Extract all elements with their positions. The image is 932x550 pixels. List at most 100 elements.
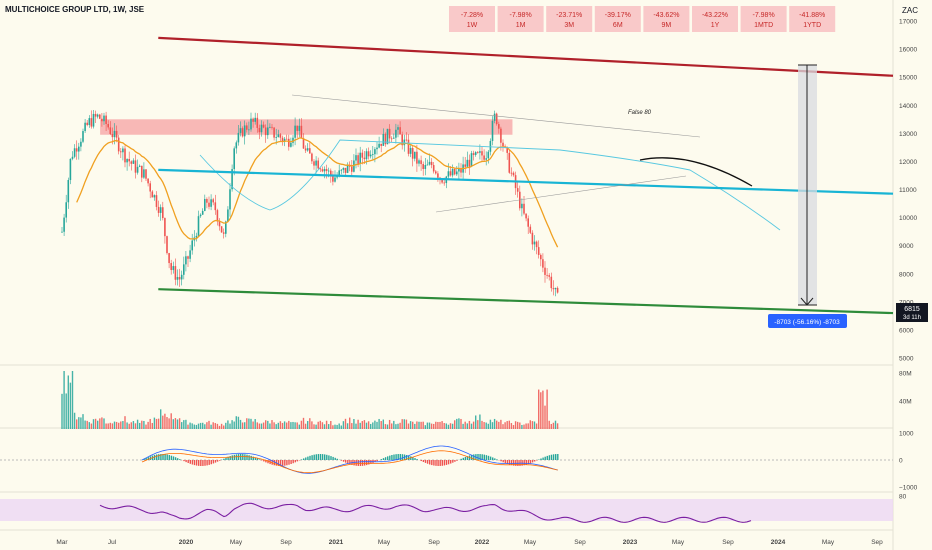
candle-body <box>239 128 242 133</box>
time-tick: Sep <box>722 539 734 546</box>
volume-bar <box>126 422 128 429</box>
candle-body <box>540 254 542 260</box>
ema-line[interactable] <box>76 137 559 248</box>
candle-body <box>325 169 328 171</box>
volume-bar <box>332 425 334 429</box>
candle-body <box>170 263 172 271</box>
candle-body <box>372 154 374 156</box>
volume-bar <box>63 371 65 429</box>
candle-body <box>548 275 550 277</box>
volume-bar <box>220 423 223 429</box>
macd-histogram-bar <box>443 460 446 466</box>
volume-bar <box>262 422 265 429</box>
volume-bar <box>388 419 391 429</box>
volume-bar <box>210 424 212 429</box>
volume-bar <box>462 423 464 429</box>
volume-bar <box>546 389 548 429</box>
candle-body <box>105 115 107 124</box>
volume-bar <box>235 416 237 429</box>
volume-bar <box>376 421 378 429</box>
candle-body <box>153 195 156 198</box>
candles[interactable] <box>61 109 559 297</box>
macd-histogram-bar <box>473 454 475 460</box>
macd-histogram-bar <box>424 460 427 463</box>
volume-bar <box>416 421 418 429</box>
candle-body <box>327 170 330 172</box>
price-tick: 8000 <box>899 271 914 278</box>
candle-body <box>483 155 485 160</box>
macd-histogram-bar <box>504 460 506 464</box>
macd-histogram-bar <box>433 460 435 466</box>
triangle-lower-line[interactable] <box>435 175 687 213</box>
volume-bar <box>409 421 412 429</box>
candle-body <box>262 124 265 128</box>
macd-histogram-bar <box>317 454 320 460</box>
candle-body <box>405 139 408 141</box>
macd-histogram-bar <box>506 460 509 464</box>
volume-bar <box>109 422 111 429</box>
macd-pane <box>141 445 559 474</box>
candle-body <box>342 167 345 170</box>
candle-body <box>309 148 311 154</box>
volume-bar <box>199 422 202 429</box>
candle-body <box>218 221 221 227</box>
currency-label[interactable]: ZAC <box>902 6 918 15</box>
candle-body <box>323 169 326 172</box>
candle-body <box>311 153 313 162</box>
macd-histogram-bar <box>426 460 429 464</box>
candle-body <box>378 143 380 148</box>
macd-histogram-bar <box>185 460 187 463</box>
macd-histogram-bar <box>435 460 437 466</box>
macd-histogram-bar <box>223 458 225 460</box>
time-axis[interactable]: Mar Jul 2020 May Sep 2021 May Sep 2022 May Sep 2023… <box>56 539 883 546</box>
macd-histogram-bar <box>550 454 553 460</box>
macd-histogram-bar <box>248 455 250 460</box>
candle-body <box>256 117 259 128</box>
candle-body <box>281 137 284 142</box>
trend-lines[interactable] <box>76 36 894 315</box>
macd-histogram-bar <box>405 454 408 460</box>
candle-body <box>99 114 101 119</box>
volume-bar <box>279 421 282 429</box>
candle-body <box>491 120 494 141</box>
candle-body <box>510 172 513 174</box>
volume-bar <box>433 423 435 429</box>
volume-bar <box>414 423 416 429</box>
volume-bar <box>82 414 84 429</box>
macd-histogram-bar <box>189 460 191 464</box>
volume-bar <box>525 423 527 429</box>
volume-bar <box>489 419 492 429</box>
perf-period: 1M <box>516 22 526 29</box>
volume-bar <box>365 422 368 429</box>
measure-tool[interactable]: -8703 (-56.16%) -8703 <box>768 64 847 328</box>
time-tick: May <box>524 539 537 546</box>
price-tick: 16000 <box>899 47 917 54</box>
macd-histogram-bar <box>454 460 456 462</box>
volume-bar <box>319 420 321 429</box>
candle-body <box>82 131 84 142</box>
price-axis[interactable]: 1700016000150001400013000120001100010000… <box>899 19 918 501</box>
macd-histogram-bar <box>452 460 454 463</box>
macd-histogram-bar <box>544 456 546 460</box>
price-tick: 7000 <box>899 299 914 306</box>
macd-histogram-bar <box>429 460 431 465</box>
candle-body <box>101 118 103 122</box>
candle-body <box>96 114 99 117</box>
macd-histogram-bar <box>330 456 332 460</box>
macd-histogram-bar <box>177 458 179 460</box>
macd-histogram-bar <box>380 459 383 460</box>
volume-bar <box>107 423 109 429</box>
macd-histogram-bar <box>290 460 292 465</box>
volume-bar <box>86 420 88 429</box>
candle-body <box>477 152 479 153</box>
curve-line[interactable] <box>639 157 753 187</box>
volume-bar <box>225 422 227 429</box>
volume-bar <box>241 422 244 429</box>
volume-bar <box>187 424 189 429</box>
midline[interactable] <box>158 168 894 195</box>
triangle-upper-line[interactable] <box>291 94 701 138</box>
resistance-line[interactable] <box>158 36 894 77</box>
macd-histogram-bar <box>229 456 231 460</box>
support-line[interactable] <box>158 288 894 315</box>
